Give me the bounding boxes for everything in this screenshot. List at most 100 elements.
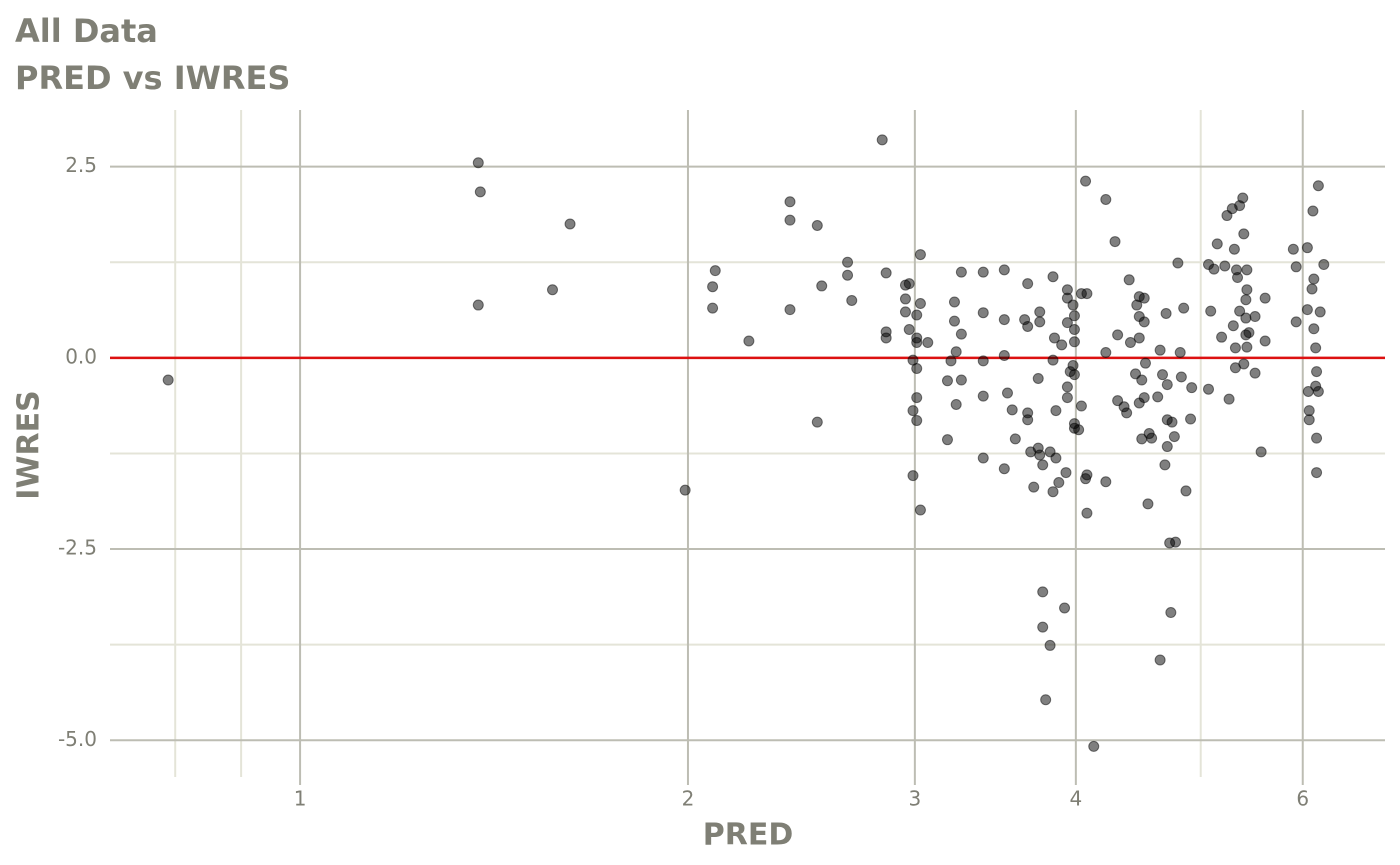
- data-point: [950, 398, 962, 410]
- data-point: [1100, 346, 1112, 358]
- data-point: [709, 265, 721, 277]
- data-point: [1146, 432, 1158, 444]
- data-point: [948, 296, 960, 308]
- data-point: [784, 214, 796, 226]
- data-point: [1081, 288, 1093, 300]
- x-tick-label: 3: [908, 787, 921, 811]
- data-point: [950, 346, 962, 358]
- data-point: [1240, 294, 1252, 306]
- data-point: [1048, 332, 1060, 344]
- data-point: [911, 392, 923, 404]
- data-point: [1081, 507, 1093, 519]
- data-point: [1022, 414, 1034, 426]
- data-point: [1308, 323, 1320, 335]
- data-point: [1124, 337, 1136, 349]
- data-point: [707, 281, 719, 293]
- data-point: [998, 350, 1010, 362]
- data-point: [998, 463, 1010, 475]
- data-point: [1123, 274, 1135, 286]
- data-point: [955, 328, 967, 340]
- data-point: [911, 415, 923, 427]
- data-point: [1060, 467, 1072, 479]
- data-point: [977, 390, 989, 402]
- data-point: [1223, 393, 1235, 405]
- data-point: [1205, 305, 1217, 317]
- data-point: [941, 375, 953, 387]
- data-point: [743, 335, 755, 347]
- data-point: [1053, 477, 1065, 489]
- data-point: [1037, 459, 1049, 471]
- data-point: [1080, 175, 1092, 187]
- data-point: [1165, 607, 1177, 619]
- data-point: [1044, 639, 1056, 651]
- data-point: [907, 405, 919, 417]
- data-point: [1227, 320, 1239, 332]
- data-point: [955, 266, 967, 278]
- data-point: [547, 284, 559, 296]
- data-point: [876, 134, 888, 146]
- data-point: [1243, 327, 1255, 339]
- data-point: [903, 278, 915, 290]
- data-point: [1219, 260, 1231, 272]
- data-point: [1037, 586, 1049, 598]
- data-point: [1154, 654, 1166, 666]
- data-point: [998, 264, 1010, 276]
- data-point: [977, 452, 989, 464]
- data-point: [1133, 332, 1145, 344]
- data-point: [1180, 485, 1192, 497]
- data-point: [1174, 346, 1186, 358]
- data-point: [842, 256, 854, 268]
- data-point: [1061, 381, 1073, 393]
- data-point: [1056, 339, 1068, 351]
- data-point: [784, 196, 796, 208]
- data-point: [1001, 387, 1013, 399]
- data-point: [846, 294, 858, 306]
- data-point: [907, 470, 919, 482]
- data-point: [1170, 536, 1182, 548]
- data-point: [1186, 382, 1198, 394]
- data-point: [1047, 486, 1059, 498]
- data-point: [1311, 432, 1323, 444]
- data-point: [1047, 354, 1059, 366]
- x-tick-label: 6: [1296, 787, 1309, 811]
- data-point: [948, 315, 960, 327]
- data-point: [903, 324, 915, 336]
- y-tick-label: -5.0: [58, 727, 97, 751]
- data-point: [1081, 469, 1093, 481]
- data-point: [811, 416, 823, 428]
- data-point: [1168, 431, 1180, 443]
- data-point: [1068, 310, 1080, 322]
- data-point: [1047, 271, 1059, 283]
- data-point: [914, 249, 926, 261]
- data-point: [1312, 180, 1324, 192]
- data-point: [1160, 307, 1172, 319]
- data-point: [955, 374, 967, 386]
- data-point: [1068, 369, 1080, 381]
- data-point: [911, 337, 923, 349]
- data-point: [1100, 476, 1112, 488]
- data-point: [1240, 312, 1252, 324]
- data-point: [842, 269, 854, 281]
- data-point: [1037, 621, 1049, 633]
- data-point: [1061, 392, 1073, 404]
- data-point: [1006, 404, 1018, 416]
- data-point: [1157, 369, 1169, 381]
- data-point: [1067, 359, 1079, 371]
- data-point: [1138, 316, 1150, 328]
- data-point: [1318, 259, 1330, 271]
- chart-title: All Data: [15, 12, 158, 50]
- data-point: [1112, 329, 1124, 341]
- data-point: [1138, 392, 1150, 404]
- data-point: [1311, 366, 1323, 378]
- data-point: [1142, 498, 1154, 510]
- data-point: [1237, 192, 1249, 204]
- data-point: [941, 434, 953, 446]
- data-point: [1241, 284, 1253, 296]
- data-point: [1306, 283, 1318, 295]
- data-point: [1307, 205, 1319, 217]
- data-point: [1154, 344, 1166, 356]
- data-point: [1068, 336, 1080, 348]
- data-point: [1303, 405, 1315, 417]
- data-point: [1238, 358, 1250, 370]
- data-point: [922, 337, 934, 349]
